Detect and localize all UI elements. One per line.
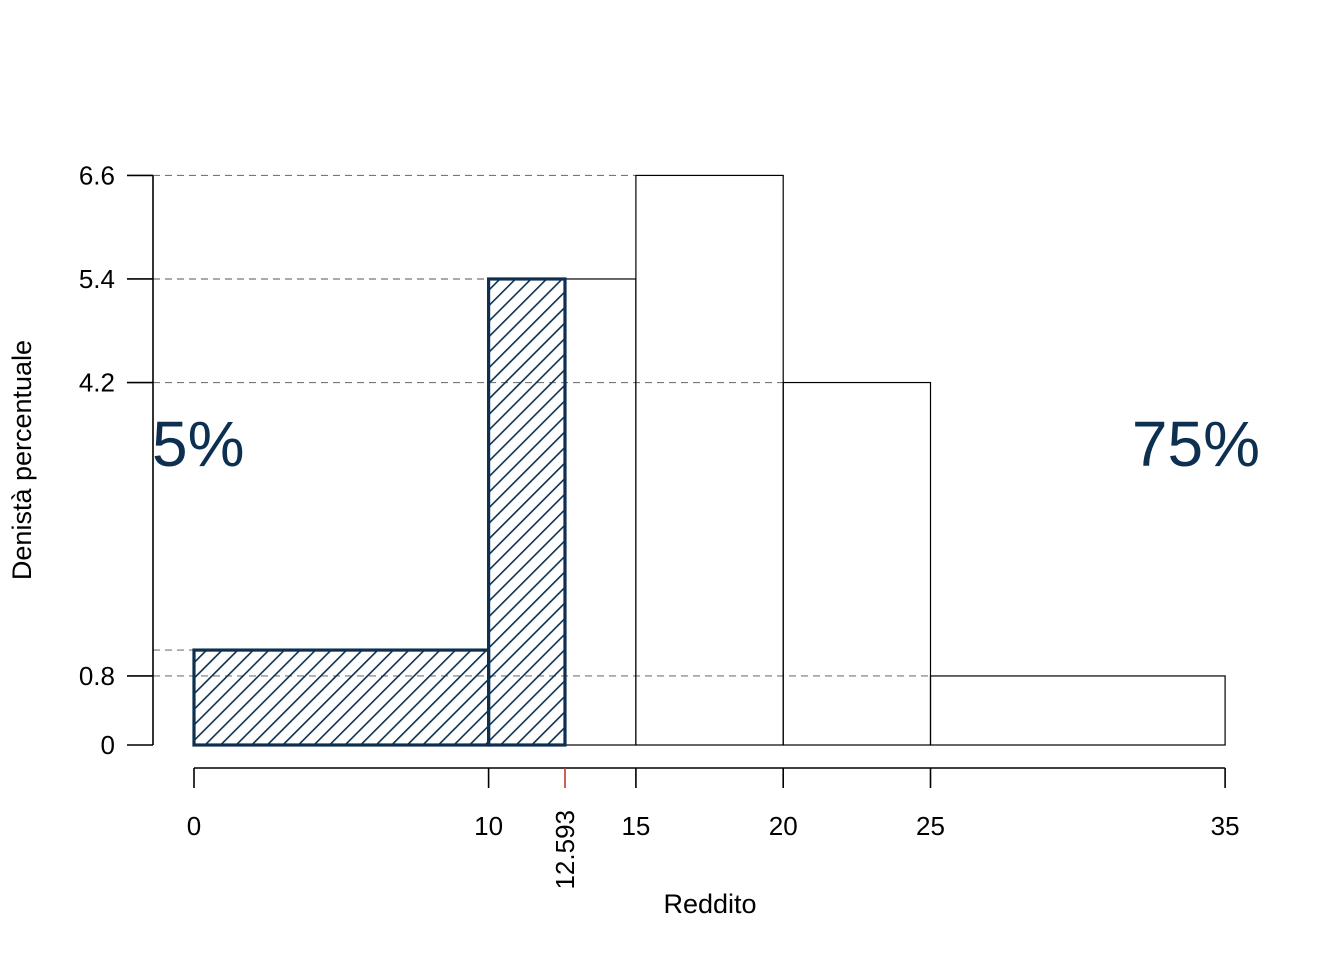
highlighted-region [192,277,567,747]
histogram-bar [635,174,784,746]
y-tick-label: 4.2 [79,368,115,398]
x-tick-label: 35 [1211,811,1240,841]
annotation-right: 75% [1132,408,1260,480]
highlighted-bar [192,648,491,747]
y-tick-label: 0.8 [79,661,115,691]
marker-label: 12.593 [550,810,580,890]
x-tick-label: 15 [621,811,650,841]
x-axis-title: Reddito [663,889,756,919]
histogram-bar [782,381,932,746]
y-tick-label: 0 [101,730,115,760]
y-tick-label: 5.4 [79,264,115,294]
x-tick-label: 10 [474,811,503,841]
y-axis-title: Denistà percentuale [7,340,37,580]
highlighted-bar [487,277,567,747]
axes [127,174,1226,788]
annotation-left: 5% [152,408,245,480]
y-tick-label: 6.6 [79,160,115,190]
x-tick-label: 20 [769,811,798,841]
x-tick-label: 25 [916,811,945,841]
x-tick-label: 0 [187,811,201,841]
tick-labels: 0 0.8 4.2 5.4 6.6 0 10 15 20 25 35 12.593 [79,160,1240,889]
histogram-bar [929,675,1226,746]
